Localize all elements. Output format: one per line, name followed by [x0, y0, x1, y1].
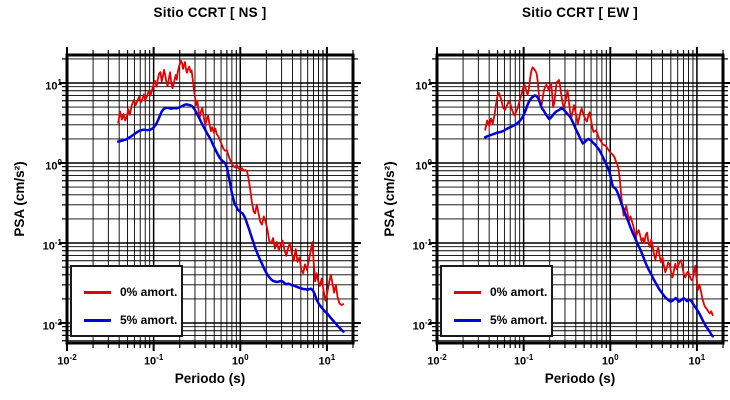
- legend-label-0pct: 0% amort.: [120, 285, 178, 299]
- blue-line-swatch: [454, 318, 481, 322]
- plot-frame-0: [65, 53, 355, 345]
- series-line-5pct-amort-1: [483, 94, 714, 338]
- legend-label-5pct: 5% amort.: [490, 313, 548, 327]
- blue-line-swatch: [84, 318, 111, 322]
- axis-ticks-1: [429, 47, 730, 351]
- legend-entry-0pct: 0% amort.: [442, 278, 551, 306]
- legend-label-0pct: 0% amort.: [490, 285, 548, 299]
- series-line-0pct-amort-1: [484, 66, 714, 317]
- series-line-5pct-amort-0: [116, 103, 345, 333]
- series-line-0pct-amort-0: [117, 59, 345, 306]
- legend-entry-0pct: 0% amort.: [72, 278, 181, 306]
- legend-entry-5pct: 5% amort.: [72, 306, 181, 334]
- red-line-swatch: [454, 290, 481, 294]
- plot-ns-legend: 0% amort. 5% amort.: [70, 265, 183, 337]
- legend-label-5pct: 5% amort.: [120, 313, 178, 327]
- red-line-swatch: [84, 290, 111, 294]
- plot-ew-legend: 0% amort. 5% amort.: [440, 265, 553, 337]
- legend-entry-5pct: 5% amort.: [442, 306, 551, 334]
- axis-ticks-0: [59, 47, 361, 351]
- plot-frame-1: [435, 53, 725, 345]
